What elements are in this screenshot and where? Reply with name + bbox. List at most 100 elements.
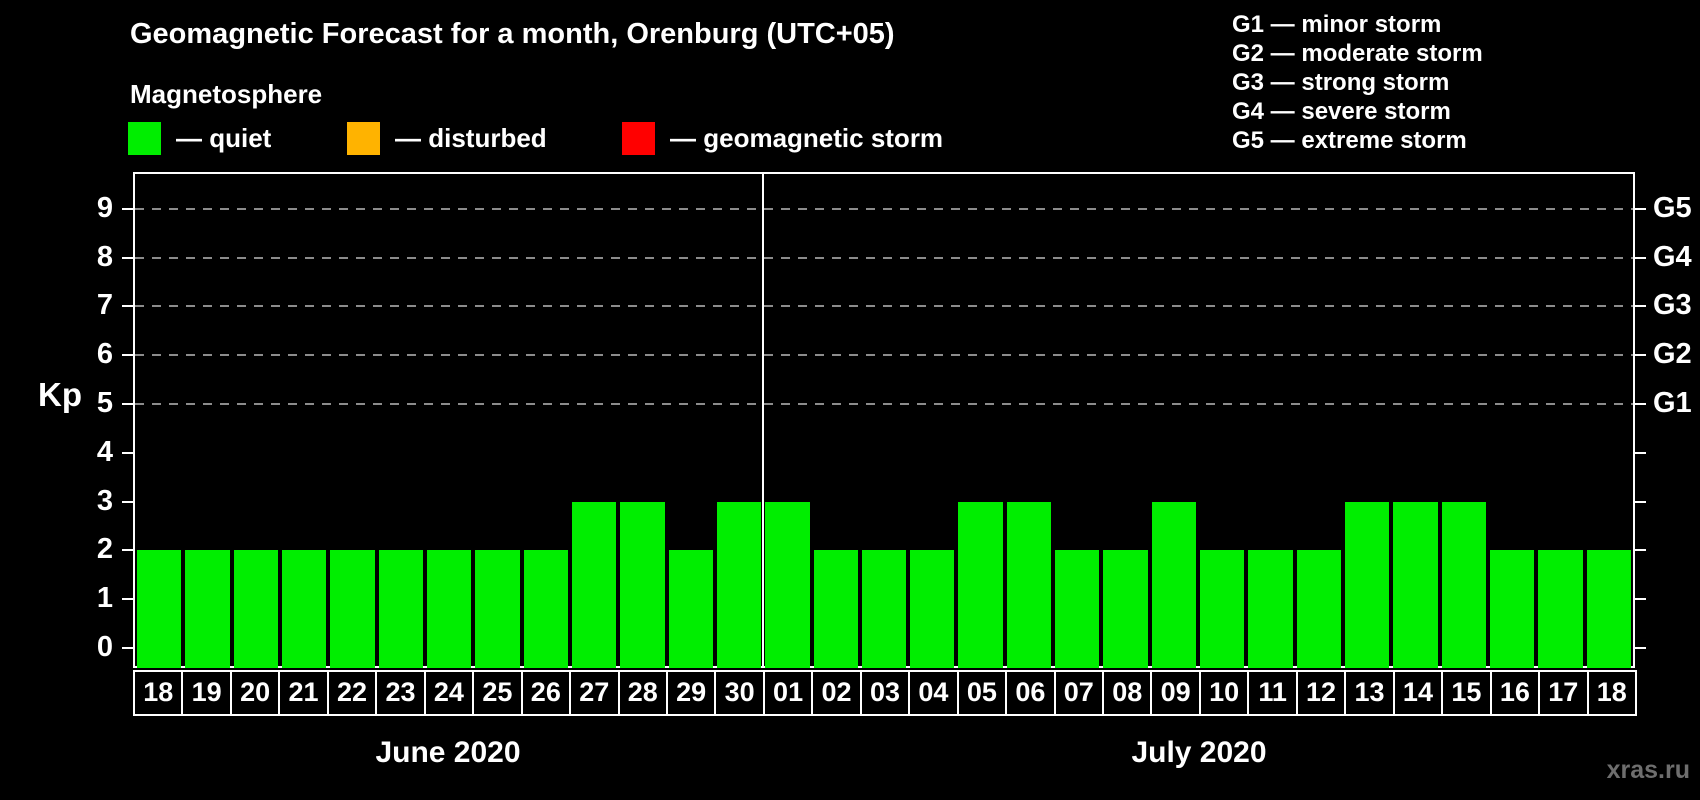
date-cell-05: 05 <box>956 670 1008 716</box>
kp-bar-08 <box>1103 550 1148 668</box>
g2-legend-line: G2 — moderate storm <box>1232 40 1483 67</box>
legend-disturbed-label: — disturbed <box>395 122 547 153</box>
y-tick-label-3: 3 <box>96 484 113 517</box>
left-tick-kp8 <box>122 256 133 259</box>
kp-bar-18 <box>137 550 182 668</box>
kp-bar-23 <box>378 550 423 668</box>
right-tick-kp2 <box>1635 549 1646 552</box>
date-cell-09: 09 <box>1150 670 1201 716</box>
kp-bar-25 <box>475 550 520 668</box>
kp-bar-20 <box>233 550 278 668</box>
kp-bar-14 <box>1393 501 1438 668</box>
date-cell-03: 03 <box>859 670 911 716</box>
quiet-color-swatch <box>128 121 161 155</box>
date-cell-10: 10 <box>1198 670 1250 716</box>
date-cell-20: 20 <box>229 670 281 716</box>
date-cell-17: 17 <box>1538 670 1589 716</box>
date-cell-19: 19 <box>181 670 232 716</box>
legend-item-quiet: — quiet <box>128 121 271 155</box>
left-tick-kp5 <box>122 403 133 405</box>
page-title: Geomagnetic Forecast for a month, Orenbu… <box>130 18 895 50</box>
date-cell-14: 14 <box>1392 670 1444 716</box>
gridline-kp9 <box>135 207 1633 210</box>
y-tick-label-6: 6 <box>96 338 113 371</box>
date-cell-08: 08 <box>1102 670 1153 716</box>
plot-area: 0 1 2 3 4 5 6 7 8 9 G1 G2 G3 G4 G5 <box>97 172 1692 668</box>
g-scale-legend: G1 — minor storm G2 — moderate storm G3 … <box>1232 10 1483 155</box>
legend-quiet-label: — quiet <box>176 122 272 153</box>
date-cell-04: 04 <box>908 670 959 716</box>
kp-bar-16 <box>1490 550 1535 668</box>
date-cell-25: 25 <box>472 670 523 716</box>
date-cell-11: 11 <box>1247 670 1298 716</box>
left-tick-kp0 <box>122 647 133 649</box>
gridline-kp6 <box>135 354 1633 357</box>
kp-bar-21 <box>281 550 327 668</box>
y-tick-label-1: 1 <box>96 582 113 615</box>
date-cell-01: 01 <box>762 670 814 716</box>
y-tick-label-4: 4 <box>96 435 113 468</box>
kp-bar-09 <box>1151 501 1197 668</box>
legend-storm-label: — geomagnetic storm <box>670 122 944 153</box>
right-tick-kp6 <box>1635 354 1646 357</box>
kp-bar-11 <box>1248 550 1293 668</box>
date-cell-22: 22 <box>326 670 378 716</box>
left-tick-kp2 <box>122 549 133 552</box>
y-tick-label-5: 5 <box>96 387 113 419</box>
g3-legend-line: G3 — strong storm <box>1232 69 1450 96</box>
right-axis-label-g1: G1 <box>1653 387 1692 419</box>
gridline-kp7 <box>135 305 1633 308</box>
kp-bar-27 <box>571 501 617 668</box>
right-axis-label-g2: G2 <box>1653 338 1692 371</box>
date-cell-15: 15 <box>1441 670 1492 716</box>
left-tick-kp3 <box>122 500 133 503</box>
kp-bar-05 <box>958 501 1003 668</box>
right-tick-kp9 <box>1635 207 1646 210</box>
kp-bar-22 <box>330 550 375 668</box>
right-tick-kp5 <box>1635 403 1646 405</box>
date-cell-07: 07 <box>1053 670 1105 716</box>
right-tick-kp4 <box>1635 451 1646 454</box>
right-axis-label-g3: G3 <box>1653 289 1692 322</box>
date-cell-24: 24 <box>423 670 475 716</box>
right-axis-label-g4: G4 <box>1653 240 1692 273</box>
kp-bar-26 <box>523 550 568 668</box>
date-cell-13: 13 <box>1344 670 1395 716</box>
date-cell-18: 18 <box>1586 670 1637 716</box>
g4-legend-line: G4 — severe storm <box>1232 98 1451 125</box>
storm-color-swatch <box>622 121 655 155</box>
kp-bar-15 <box>1441 501 1487 668</box>
right-axis-label-g5: G5 <box>1653 191 1692 224</box>
y-tick-label-2: 2 <box>96 533 113 566</box>
xras-watermark: xras.ru <box>1606 756 1690 784</box>
kp-bar-04 <box>910 550 955 668</box>
date-cell-21: 21 <box>278 670 329 716</box>
g1-legend-line: G1 — minor storm <box>1232 11 1442 38</box>
left-tick-kp6 <box>122 354 133 357</box>
left-tick-kp1 <box>122 598 133 601</box>
date-cell-16: 16 <box>1489 670 1541 716</box>
gridline-kp5 <box>135 403 1633 405</box>
kp-bar-24 <box>426 550 472 668</box>
y-tick-label-0: 0 <box>96 631 113 663</box>
kp-bar-30 <box>716 501 762 668</box>
y-tick-label-9: 9 <box>96 191 113 224</box>
disturbed-color-swatch <box>347 121 380 155</box>
kp-bar-12 <box>1296 550 1342 668</box>
gridline-kp8 <box>135 256 1633 259</box>
left-tick-kp9 <box>122 207 133 210</box>
left-tick-kp7 <box>122 305 133 308</box>
date-cell-26: 26 <box>520 670 572 716</box>
kp-bar-13 <box>1345 501 1390 668</box>
month-label-june: June 2020 <box>375 736 521 769</box>
right-tick-kp1 <box>1635 598 1646 601</box>
month-separator-line <box>762 174 765 668</box>
right-tick-kp0 <box>1635 647 1646 649</box>
month-label-july: July 2020 <box>1131 736 1267 769</box>
right-tick-kp8 <box>1635 256 1646 259</box>
date-cell-18: 18 <box>133 670 184 716</box>
left-tick-kp4 <box>122 451 133 454</box>
date-cell-29: 29 <box>665 670 717 716</box>
kp-bar-17 <box>1538 550 1583 668</box>
date-cell-02: 02 <box>811 670 862 716</box>
